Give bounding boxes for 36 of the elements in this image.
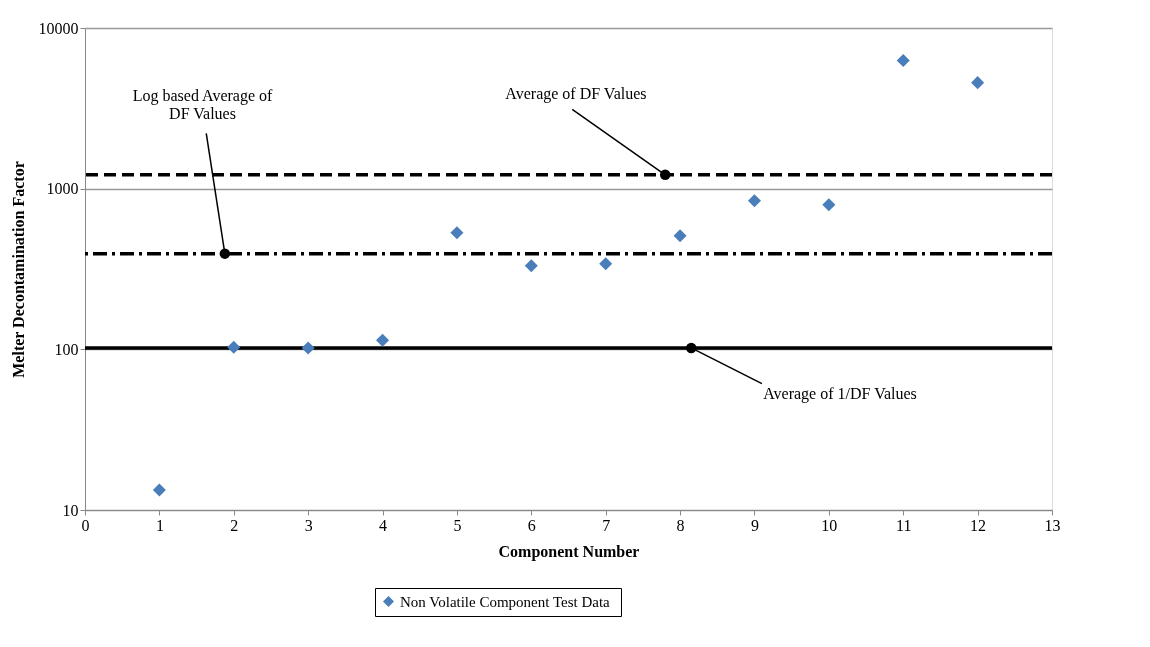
y-tick-label: 1000 bbox=[46, 180, 79, 198]
point bbox=[822, 198, 836, 212]
x-tick-label: 8 bbox=[676, 516, 685, 534]
x-tick-label: 13 bbox=[1044, 516, 1061, 534]
x-tick-label: 10 bbox=[821, 516, 838, 534]
point bbox=[152, 483, 166, 497]
x-tick-label: 1 bbox=[155, 516, 164, 534]
y-tick-label: 100 bbox=[54, 340, 79, 358]
legend-label: Non Volatile Component Test Data bbox=[400, 593, 611, 610]
y-tick-label: 10000 bbox=[38, 19, 79, 37]
x-tick-label: 9 bbox=[750, 516, 759, 534]
point bbox=[227, 340, 241, 354]
y-tick-label: 10 bbox=[62, 501, 79, 519]
point bbox=[896, 54, 910, 68]
point bbox=[376, 333, 390, 347]
annotation: Average of DF Values bbox=[505, 84, 647, 103]
point bbox=[673, 229, 687, 243]
x-tick-label: 11 bbox=[896, 516, 912, 534]
point bbox=[747, 194, 761, 208]
x-tick-label: 5 bbox=[453, 516, 462, 534]
point bbox=[971, 76, 985, 90]
annotation: Average of 1/DF Values bbox=[763, 385, 917, 404]
x-tick-label: 12 bbox=[970, 516, 987, 534]
annotation: Log based Average of DF Values bbox=[132, 87, 274, 123]
x-tick-label: 3 bbox=[304, 516, 313, 534]
x-tick-label: 4 bbox=[379, 516, 388, 534]
x-tick-label: 7 bbox=[602, 516, 611, 534]
y-axis-title: Melter Decontamination Factor bbox=[9, 161, 27, 378]
point bbox=[450, 226, 464, 240]
x-axis-title: Component Number bbox=[498, 542, 640, 561]
x-tick-label: 0 bbox=[81, 516, 90, 534]
point bbox=[524, 259, 538, 273]
x-tick-label: 6 bbox=[527, 516, 536, 534]
x-tick-label: 2 bbox=[230, 516, 239, 534]
point bbox=[301, 341, 315, 355]
point bbox=[599, 257, 613, 271]
